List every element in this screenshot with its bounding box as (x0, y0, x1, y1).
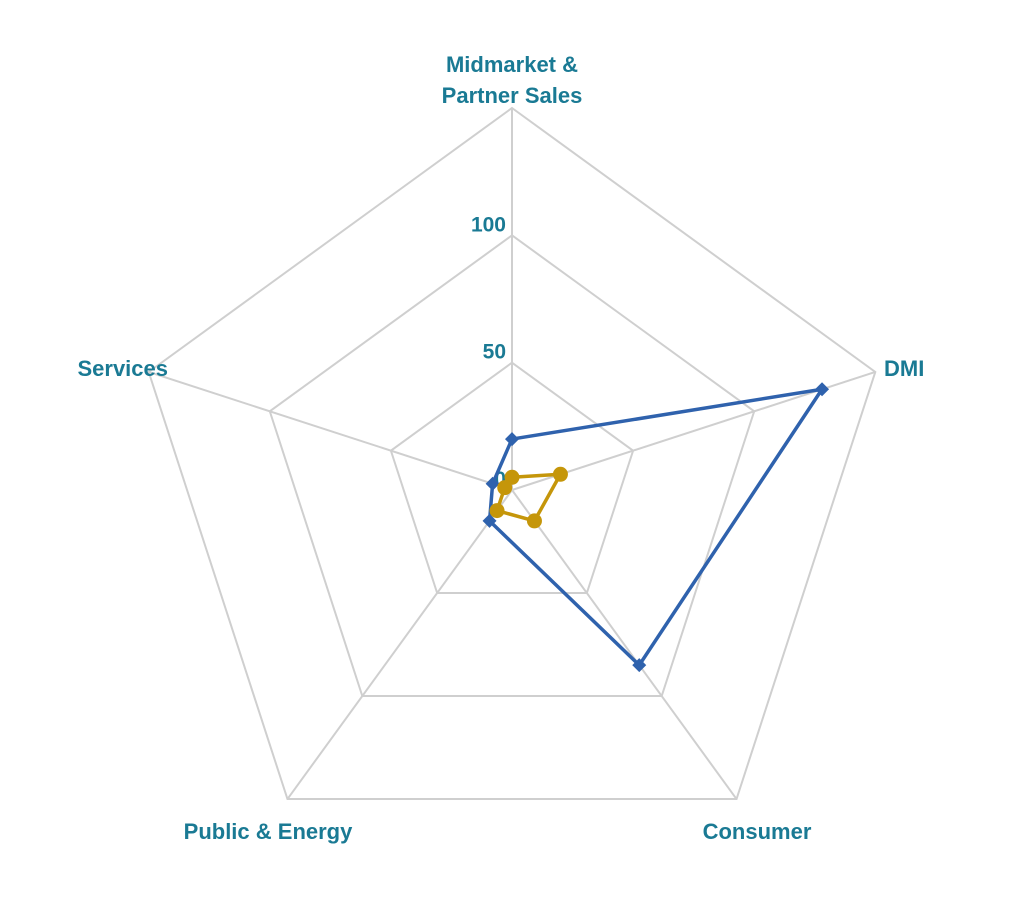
category-label-4: Services (77, 356, 168, 381)
category-label-0-line-0: Midmarket & (446, 52, 578, 77)
series-0-point-4 (485, 476, 500, 491)
tick-label-50: 50 (483, 341, 506, 364)
series-0-point-3 (482, 513, 497, 528)
series-1-point-3 (489, 503, 505, 519)
series-1-point-2 (526, 513, 542, 529)
series-1-point-4 (497, 480, 513, 496)
category-label-3: Public & Energy (184, 819, 353, 844)
grid-ring-150 (147, 106, 877, 801)
series-0-point-2 (632, 658, 647, 673)
grid-spoke-4 (148, 371, 513, 491)
category-label-1-line-0: DMI (884, 356, 924, 381)
category-label-2-line-0: Consumer (703, 819, 812, 844)
series-0-point-1 (815, 382, 830, 397)
grid-ring-100 (268, 234, 756, 698)
category-label-4-line-0: Services (77, 356, 168, 381)
series-0-point-0 (505, 432, 519, 447)
category-labels: Midmarket & Partner Sales DMI Consumer Publi… (77, 52, 924, 844)
tick-label-0: 0 (494, 468, 506, 491)
category-label-1: DMI (884, 356, 924, 381)
category-label-2: Consumer (703, 819, 812, 844)
tick-label-100: 100 (471, 213, 506, 236)
category-label-0-line-1: Partner Sales (442, 83, 583, 108)
category-label-0: Midmarket & Partner Sales (442, 52, 583, 108)
category-label-3-line-0: Public & Energy (184, 819, 353, 844)
grid-ring-50 (389, 361, 635, 595)
grid-spoke-2 (511, 489, 738, 800)
data-series (482, 382, 830, 673)
grid-spoke-3 (286, 489, 513, 800)
radial-tick-labels: 0 50 100 (471, 213, 506, 491)
series-0-line (487, 387, 824, 667)
series-1-point-1 (552, 466, 568, 482)
radar-grid (147, 106, 877, 801)
